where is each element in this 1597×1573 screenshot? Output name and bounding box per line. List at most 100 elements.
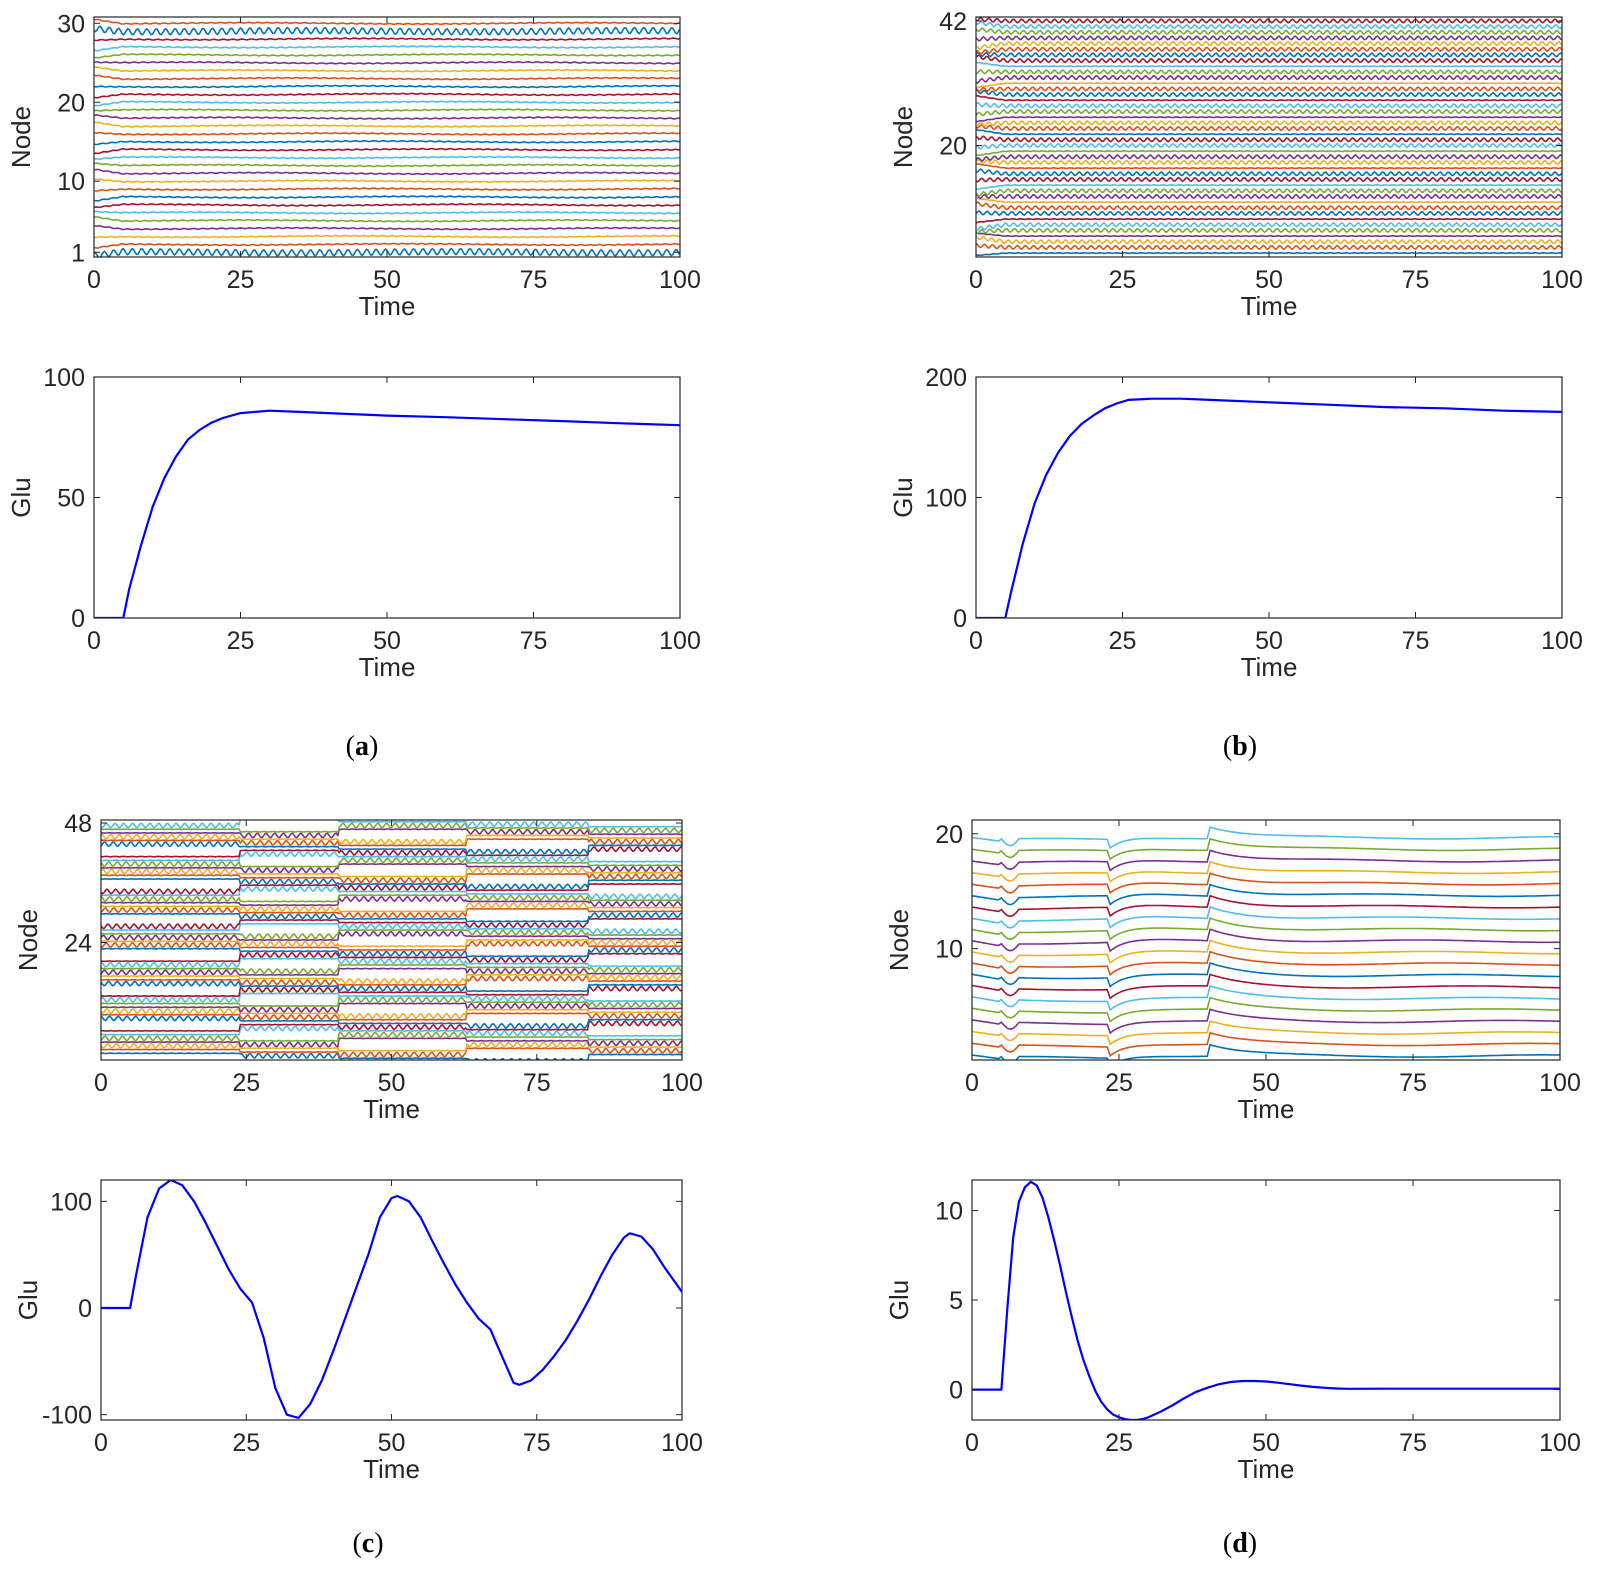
node-trace-8	[94, 195, 680, 202]
node-trace-13	[972, 905, 1560, 929]
x-tick-label: 0	[87, 627, 101, 655]
plot-area	[101, 1180, 682, 1419]
node-trace-4	[972, 1008, 1560, 1035]
node-trace-26	[101, 929, 682, 940]
node-trace-1	[972, 1043, 1560, 1060]
node-trace-7	[976, 217, 1562, 224]
node-trace-47	[101, 822, 682, 834]
node-trace-20	[101, 957, 682, 968]
chart-d-glu: 0 25 50 75 100 0 5 10 Time Glu	[884, 1179, 1581, 1484]
x-tick-label: 100	[1539, 1069, 1581, 1097]
x-axis-label: Time	[359, 652, 416, 682]
x-axis-label: Time	[363, 1454, 420, 1484]
x-axis-label: Time	[1238, 1454, 1295, 1484]
node-trace-46	[101, 828, 682, 839]
node-trace-14	[94, 147, 680, 155]
node-trace-7	[101, 1020, 682, 1032]
y-tick-label: -100	[42, 1402, 92, 1430]
x-tick-label: 50	[1252, 1429, 1280, 1457]
glu-series-line	[94, 409, 680, 618]
node-trace-1	[94, 247, 680, 257]
node-trace-36	[101, 877, 682, 890]
node-trace-16	[101, 975, 682, 986]
y-tick-label: 20	[935, 821, 963, 849]
glu-series-line	[972, 1180, 1560, 1420]
y-tick-label: 100	[43, 364, 85, 392]
y-tick-label: 200	[925, 364, 967, 392]
node-trace-40	[976, 27, 1562, 36]
node-trace-9	[972, 950, 1560, 977]
x-tick-label: 0	[965, 1429, 979, 1457]
node-trace-2	[94, 242, 680, 249]
x-tick-label: 0	[965, 1069, 979, 1097]
x-tick-label: 0	[94, 1429, 108, 1457]
x-tick-label: 100	[661, 1069, 703, 1097]
caption-c: (c)	[352, 1528, 383, 1559]
node-trace-14	[972, 894, 1560, 918]
node-trace-7	[972, 973, 1560, 1000]
x-tick-label: 100	[1541, 266, 1583, 294]
plot-area	[976, 17, 1562, 257]
caption-d: (d)	[1223, 1528, 1257, 1559]
node-trace-36	[976, 51, 1562, 58]
node-trace-23	[976, 123, 1562, 132]
node-trace-16	[976, 163, 1562, 170]
node-trace-15	[972, 883, 1560, 906]
node-trace-2	[976, 242, 1562, 251]
node-trace-17	[101, 973, 682, 985]
node-trace-42	[101, 846, 682, 858]
x-axis-label: Time	[1241, 652, 1298, 682]
x-tick-label: 50	[373, 266, 401, 294]
node-trace-15	[94, 139, 680, 146]
node-trace-12	[972, 917, 1560, 941]
y-tick-label: 48	[64, 810, 92, 838]
node-trace-9	[976, 201, 1562, 211]
y-tick-label: 10	[935, 1197, 963, 1225]
node-trace-28	[976, 94, 1562, 102]
node-trace-24	[101, 939, 682, 948]
node-trace-17	[976, 158, 1562, 166]
x-tick-label: 25	[227, 627, 255, 655]
chart-a-glu: 0 25 50 75 100 0 50 100 Time Glu	[6, 364, 701, 682]
y-tick-label: 5	[949, 1287, 963, 1315]
x-axis-label: Time	[1241, 291, 1298, 321]
node-trace-20	[976, 142, 1562, 150]
node-trace-6	[976, 221, 1562, 232]
x-tick-label: 100	[1539, 1429, 1581, 1457]
node-trace-38	[976, 40, 1562, 51]
node-trace-39	[101, 863, 682, 874]
y-tick-label: 10	[935, 936, 963, 964]
node-trace-30	[94, 18, 680, 26]
node-trace-34	[976, 61, 1562, 68]
plot-area	[101, 820, 682, 1060]
chart-d-node: 0 25 50 75 100 10 20 Time Node	[884, 819, 1581, 1124]
node-trace-5	[94, 216, 680, 223]
node-trace-34	[101, 885, 682, 900]
x-tick-label: 100	[661, 1429, 703, 1457]
plot-area	[94, 18, 680, 257]
node-trace-37	[976, 46, 1562, 55]
x-tick-label: 25	[227, 266, 255, 294]
node-trace-41	[976, 20, 1562, 30]
y-tick-label: 0	[71, 605, 85, 633]
node-trace-12	[976, 188, 1562, 197]
node-trace-35	[101, 882, 682, 895]
node-trace-6	[972, 984, 1560, 1012]
x-tick-label: 25	[1109, 266, 1137, 294]
caption-a: (a)	[346, 731, 379, 762]
caption-b: (b)	[1223, 731, 1257, 762]
glu-series-line	[976, 397, 1562, 618]
node-trace-9	[94, 187, 680, 192]
node-trace-3	[101, 1041, 682, 1052]
y-axis-label: Glu	[13, 1280, 43, 1320]
x-tick-label: 100	[659, 266, 701, 294]
y-tick-label: 50	[57, 485, 85, 513]
node-trace-17	[94, 121, 680, 128]
node-trace-5	[972, 996, 1560, 1023]
node-trace-5	[976, 227, 1562, 235]
x-tick-label: 0	[969, 627, 983, 655]
x-tick-label: 25	[1105, 1429, 1133, 1457]
node-trace-33	[101, 894, 682, 903]
